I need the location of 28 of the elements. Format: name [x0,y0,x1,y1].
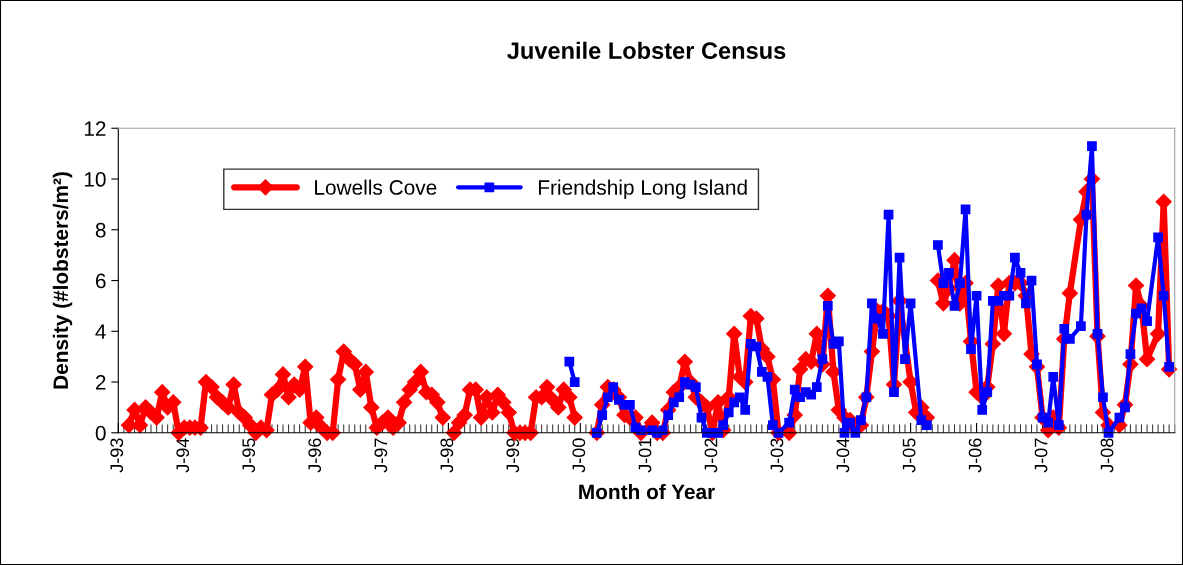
x-tick-label: J-06 [968,438,982,473]
x-tick-label: J-96 [308,438,322,473]
x-tick-label: J-93 [110,438,124,473]
x-tick-label: J-05 [902,438,916,473]
y-tick-label: 6 [95,273,106,289]
y-tick-label: 4 [95,324,106,339]
legend-label: Friendship Long Island [538,179,747,199]
x-tick-label: J-03 [770,438,784,473]
legend-label: Lowells Cove [315,179,437,195]
x-tick-label: J-98 [440,438,454,473]
x-tick-label: J-95 [242,438,256,473]
x-tick-label: J-97 [374,438,388,473]
chart-title: Juvenile Lobster Census [507,41,786,60]
y-tick-label: 10 [84,172,106,187]
x-tick-label: J-01 [638,438,652,473]
y-tick-label: 2 [95,375,106,390]
x-tick-label: J-99 [506,438,520,473]
x-tick-label: J-04 [836,438,850,473]
x-tick-label: J-07 [1034,438,1048,473]
y-tick-label: 0 [95,425,106,441]
x-tick-label: J-02 [704,438,718,473]
y-tick-label: 12 [84,121,106,136]
y-tick-label: 8 [95,222,106,238]
x-tick-label: J-94 [176,438,190,473]
x-axis-title: Month of Year [579,483,715,500]
x-tick-label: J-00 [572,438,586,473]
x-tick-label: J-08 [1100,438,1114,473]
y-axis-title: Density (#lobsters/m²) [52,172,73,389]
